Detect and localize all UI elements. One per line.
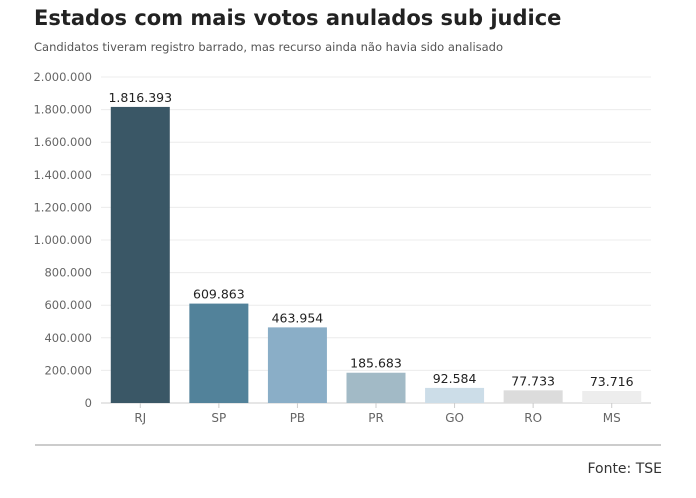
y-tick-label: 2.000.000 <box>33 70 92 84</box>
y-tick-label: 1.800.000 <box>33 103 92 117</box>
y-tick-label: 800.000 <box>44 266 92 280</box>
footer-divider <box>35 444 661 446</box>
bar-pr <box>346 372 406 403</box>
bars <box>110 106 642 403</box>
grid-lines <box>101 76 651 404</box>
data-label: 92.584 <box>433 371 477 386</box>
bar-rj <box>110 106 170 403</box>
bar-chart: 0 200.000 400.000 600.000 800.000 1.000.000 1.… <box>33 70 651 425</box>
x-axis: RJ SP PB PR GO RO MS <box>134 403 621 425</box>
y-tick-label: 1.400.000 <box>33 168 92 182</box>
y-tick-label: 200.000 <box>44 363 92 377</box>
data-label: 463.954 <box>272 310 324 325</box>
y-tick-label: 400.000 <box>44 331 92 345</box>
x-tick-label: PR <box>368 411 384 425</box>
x-tick-label: RJ <box>134 411 146 425</box>
y-tick-label: 1.200.000 <box>33 200 92 214</box>
data-labels: 1.816.393 609.863 463.954 185.683 92.584 77.7… <box>108 90 633 389</box>
x-tick-label: SP <box>211 411 226 425</box>
x-tick-label: GO <box>445 411 464 425</box>
bar-ms <box>582 390 642 403</box>
y-tick-label: 1.600.000 <box>33 135 92 149</box>
bar-sp <box>189 303 249 403</box>
data-label: 73.716 <box>590 374 634 389</box>
chart-subtitle: Candidatos tiveram registro barrado, mas… <box>34 40 504 54</box>
x-tick-label: MS <box>603 411 621 425</box>
bar-pb <box>267 327 327 403</box>
data-label: 77.733 <box>511 373 555 388</box>
x-tick-label: PB <box>290 411 305 425</box>
bar-go <box>425 387 485 403</box>
y-axis: 0 200.000 400.000 600.000 800.000 1.000.000 1.… <box>33 70 92 410</box>
chart-title: Estados com mais votos anulados sub judi… <box>34 6 562 30</box>
data-label: 185.683 <box>350 356 402 371</box>
data-label: 1.816.393 <box>108 90 172 105</box>
y-tick-label: 1.000.000 <box>33 233 92 247</box>
x-tick-label: RO <box>524 411 542 425</box>
y-tick-label: 600.000 <box>44 298 92 312</box>
bar-ro <box>503 390 563 403</box>
source-note: Fonte: TSE <box>587 461 662 477</box>
data-label: 609.863 <box>193 287 245 302</box>
y-tick-label: 0 <box>85 396 92 410</box>
